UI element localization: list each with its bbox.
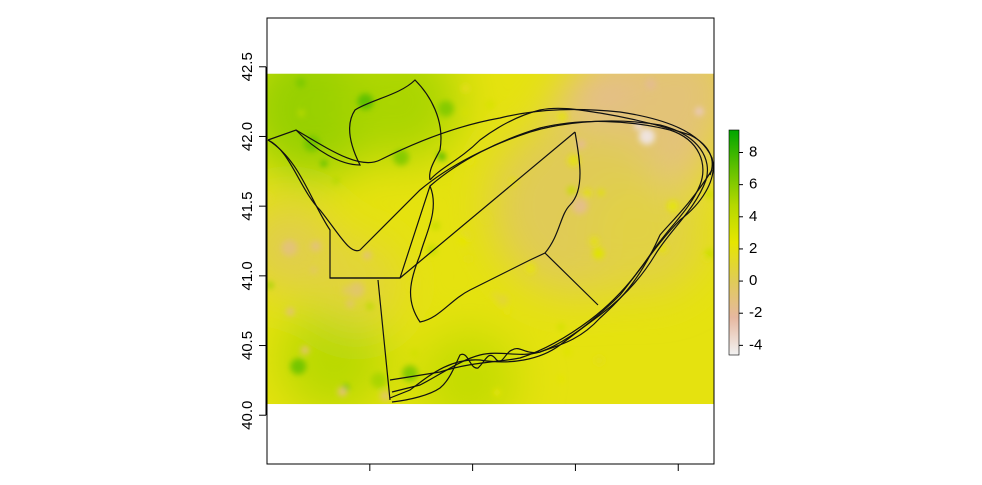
raster-patch — [418, 330, 519, 405]
raster-speck — [493, 388, 501, 397]
raster-speck — [571, 198, 588, 215]
raster-speck — [402, 365, 419, 382]
raster-speck — [503, 308, 511, 316]
raster-speck — [589, 236, 600, 247]
raster-speck — [497, 294, 509, 306]
raster-speck — [286, 307, 295, 316]
raster-speck — [464, 255, 473, 263]
raster-patch — [341, 73, 462, 162]
north-shore-line — [295, 79, 442, 181]
colorbar-tick-label: 6 — [749, 176, 757, 193]
colorbar-tick-label: 2 — [749, 240, 757, 257]
raster-speck — [337, 387, 348, 397]
raster-speck — [419, 374, 428, 382]
x-axis — [369, 464, 679, 471]
raster-speck — [366, 302, 374, 310]
y-axis: 40.0 40.5 41.0 41.5 42.0 42.5 — [239, 52, 267, 430]
raster-speck — [576, 139, 586, 149]
raster-speck — [667, 200, 679, 212]
raster-speck — [457, 234, 469, 246]
raster-speck — [345, 299, 355, 308]
raster-speck — [562, 347, 572, 357]
colorbar-tick-label: 4 — [749, 208, 757, 225]
county-line-south — [377, 279, 391, 401]
raster-speck — [380, 390, 391, 402]
raster-speck — [482, 215, 490, 223]
raster-speck — [348, 281, 365, 298]
raster-speck — [593, 355, 605, 366]
raster-speck — [310, 267, 317, 274]
raster-speck — [295, 77, 306, 88]
raster-speck — [410, 349, 419, 358]
inner-boundary-2 — [267, 120, 704, 381]
y-tick-label: 40.0 — [239, 401, 256, 430]
raster-speck — [694, 106, 704, 116]
raster-speck — [332, 176, 340, 185]
raster-speck — [657, 243, 668, 254]
raster-speck — [290, 358, 307, 375]
raster-speck — [525, 263, 536, 274]
raster-speck — [362, 251, 372, 260]
colorbar-tick-label: -4 — [749, 336, 762, 353]
raster-speck — [426, 244, 437, 255]
raster-speck — [298, 109, 305, 117]
raster-speck — [281, 239, 298, 256]
y-tick-label: 41.0 — [239, 261, 256, 290]
plot-frame — [266, 17, 715, 465]
raster-speck — [370, 372, 387, 389]
raster-speck — [357, 93, 374, 110]
boundary-lines — [267, 79, 714, 403]
colorbar-scale — [728, 129, 740, 356]
raster-patch — [586, 174, 707, 295]
county-line-east — [544, 131, 599, 306]
raster-speck — [267, 193, 272, 203]
colorbar-legend: -4 -2 0 2 4 6 8 — [728, 129, 762, 356]
raster-speck — [592, 247, 605, 260]
raster-speck — [567, 186, 576, 195]
colorbar-tick-label: 8 — [749, 143, 757, 160]
raster-speck — [509, 178, 517, 186]
raster-speck — [462, 109, 469, 116]
raster-speck — [491, 291, 499, 299]
raster-speck — [300, 345, 310, 355]
north-loop — [429, 107, 713, 181]
raster-speck — [342, 285, 352, 296]
outer-boundary — [267, 108, 714, 399]
raster-patch — [279, 304, 390, 405]
y-tick-label: 42.5 — [239, 52, 256, 81]
raster-speck — [310, 240, 322, 252]
raster-speck — [557, 323, 565, 332]
raster-speck — [567, 154, 580, 167]
raster-speck — [645, 78, 657, 90]
raster-speck — [407, 281, 416, 291]
raster-speck — [461, 84, 470, 93]
raster-speck — [705, 189, 714, 199]
raster-speck — [393, 149, 410, 166]
heatmap-raster — [267, 73, 714, 405]
raster-speck — [598, 189, 605, 196]
county-line-inner — [409, 185, 546, 323]
raster-speck — [556, 111, 568, 123]
raster-speck — [437, 151, 447, 161]
county-line-diagonal — [399, 131, 576, 279]
colorbar-tick-label: 0 — [749, 272, 757, 289]
raster-specks — [267, 77, 714, 402]
raster-speck — [437, 100, 454, 117]
raster-speck — [485, 100, 495, 110]
raster-speck — [557, 375, 565, 383]
coast-meander — [391, 169, 713, 403]
raster-speck — [638, 128, 655, 145]
colorbar-tick-label: -2 — [749, 304, 762, 321]
raster-speck — [705, 248, 714, 259]
y-tick-label: 40.5 — [239, 331, 256, 360]
y-tick-label: 41.5 — [239, 192, 256, 221]
raster-speck — [583, 188, 592, 198]
y-tick-label: 42.0 — [239, 122, 256, 151]
raster-speck — [431, 221, 441, 231]
raster-speck — [267, 281, 274, 289]
raster-speck — [320, 160, 327, 167]
